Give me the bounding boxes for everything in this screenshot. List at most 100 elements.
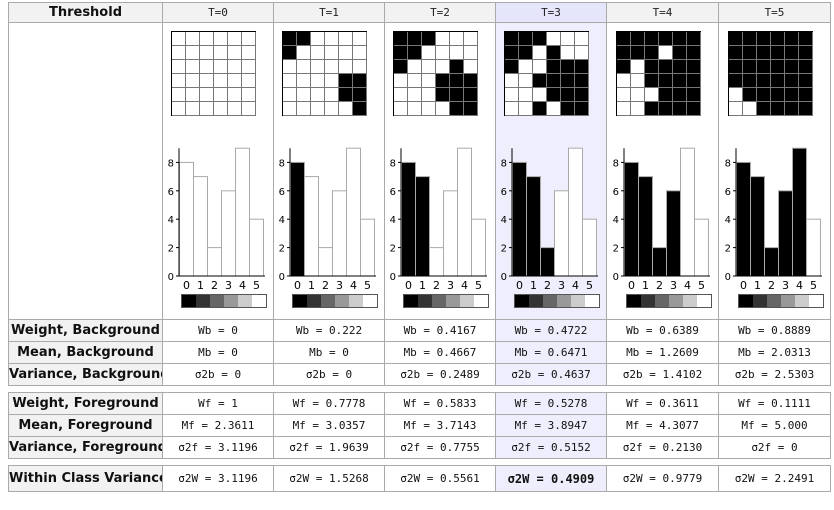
value-cell-t2: σ2b = 0.2489	[384, 363, 496, 386]
histogram-bar	[526, 175, 541, 276]
value-cell-t0: Wb = 0	[162, 319, 274, 342]
x-tick-label: 0	[516, 279, 523, 291]
y-tick-label: 4	[724, 215, 730, 226]
pixel	[770, 59, 785, 74]
pixel	[505, 73, 519, 88]
gradient-swatch	[780, 294, 795, 307]
binary-image-grid	[504, 30, 589, 116]
pixel	[728, 101, 743, 116]
pixel	[658, 101, 673, 116]
pixel	[242, 31, 256, 46]
gradient-swatch	[571, 294, 585, 307]
pixel	[561, 87, 575, 102]
x-tick-label: 2	[322, 279, 329, 291]
pixel	[339, 45, 353, 60]
within-class-variance-row: Within Class Variance σ2W = 3.1196 σ2W = 1…	[8, 465, 831, 492]
gradient-swatch	[474, 294, 488, 307]
histogram-bar	[207, 246, 222, 276]
value-cell-t0: σ2W = 3.1196	[162, 465, 274, 492]
row-label: Mean, Foreground	[8, 414, 163, 437]
histogram-bar	[443, 189, 458, 276]
pixel	[547, 59, 561, 74]
pixel	[325, 45, 339, 60]
pixel	[672, 45, 687, 60]
pixel	[172, 101, 186, 116]
pixel	[728, 31, 743, 46]
pixel	[658, 87, 673, 102]
pixel	[450, 59, 464, 74]
x-tick-label: 5	[364, 279, 371, 291]
y-tick-label: 8	[168, 158, 174, 169]
gradient-swatch	[210, 294, 224, 307]
pixel	[214, 73, 228, 88]
pixel	[533, 87, 547, 102]
gradient-swatch	[363, 294, 377, 307]
pixel	[728, 73, 743, 88]
separator	[8, 385, 831, 393]
x-tick-label: 4	[461, 279, 468, 291]
value-cell-t1: Mb = 0	[273, 341, 385, 364]
pixel	[575, 101, 589, 116]
histogram-bar	[471, 218, 486, 276]
pixel	[297, 87, 311, 102]
x-tick-label: 4	[239, 279, 246, 291]
pixel	[339, 59, 353, 74]
pixel	[505, 59, 519, 74]
histogram-bar	[735, 161, 751, 276]
pixel	[644, 45, 659, 60]
pixel	[186, 73, 200, 88]
x-tick-label: 2	[656, 279, 663, 291]
pixel	[311, 87, 325, 102]
pixel	[533, 101, 547, 116]
pixel	[798, 31, 813, 46]
x-tick-label: 3	[782, 279, 789, 291]
value-cell-t4: Mb = 1.2609	[606, 341, 719, 364]
gradient-swatch	[432, 294, 446, 307]
pixel	[742, 45, 757, 60]
pixel	[394, 59, 408, 74]
pixel	[450, 101, 464, 116]
pixel	[408, 101, 422, 116]
pixel	[464, 45, 478, 60]
value-cell-t2: Wf = 0.5833	[384, 392, 496, 415]
pixel	[784, 101, 799, 116]
value-cell-t3: σ2b = 0.4637	[495, 363, 607, 386]
x-tick-label: 5	[475, 279, 482, 291]
weight-foreground-row: Weight, Foreground Wf = 1 Wf = 0.7778 Wf = …	[8, 392, 831, 415]
pixel	[756, 87, 771, 102]
y-tick-label: 6	[279, 186, 285, 197]
value-cell-t0: Wf = 1	[162, 392, 274, 415]
pixel	[742, 101, 757, 116]
pixel	[672, 59, 687, 74]
pixel	[408, 31, 422, 46]
gradient-swatch	[238, 294, 252, 307]
gradient-swatch	[682, 294, 697, 307]
pixel	[242, 73, 256, 88]
pixel	[644, 59, 659, 74]
column-header-t1: T=1	[273, 2, 385, 23]
pixel	[630, 45, 645, 60]
histogram-bar	[777, 189, 793, 276]
pixel	[464, 59, 478, 74]
x-tick-label: 3	[225, 279, 232, 291]
gradient-swatch	[446, 294, 460, 307]
pixel	[756, 45, 771, 60]
y-tick-label: 0	[501, 272, 507, 283]
separator-row	[8, 458, 831, 466]
row-label: Within Class Variance	[8, 465, 163, 492]
pixel	[575, 45, 589, 60]
pixel	[505, 31, 519, 46]
x-tick-label: 2	[211, 279, 218, 291]
pixel	[311, 101, 325, 116]
pixel	[770, 87, 785, 102]
pixel	[339, 87, 353, 102]
gradient-swatch	[196, 294, 210, 307]
pixel	[408, 45, 422, 60]
pixel	[756, 59, 771, 74]
pixel	[325, 31, 339, 46]
x-tick-label: 1	[754, 279, 761, 291]
pixel	[561, 59, 575, 74]
